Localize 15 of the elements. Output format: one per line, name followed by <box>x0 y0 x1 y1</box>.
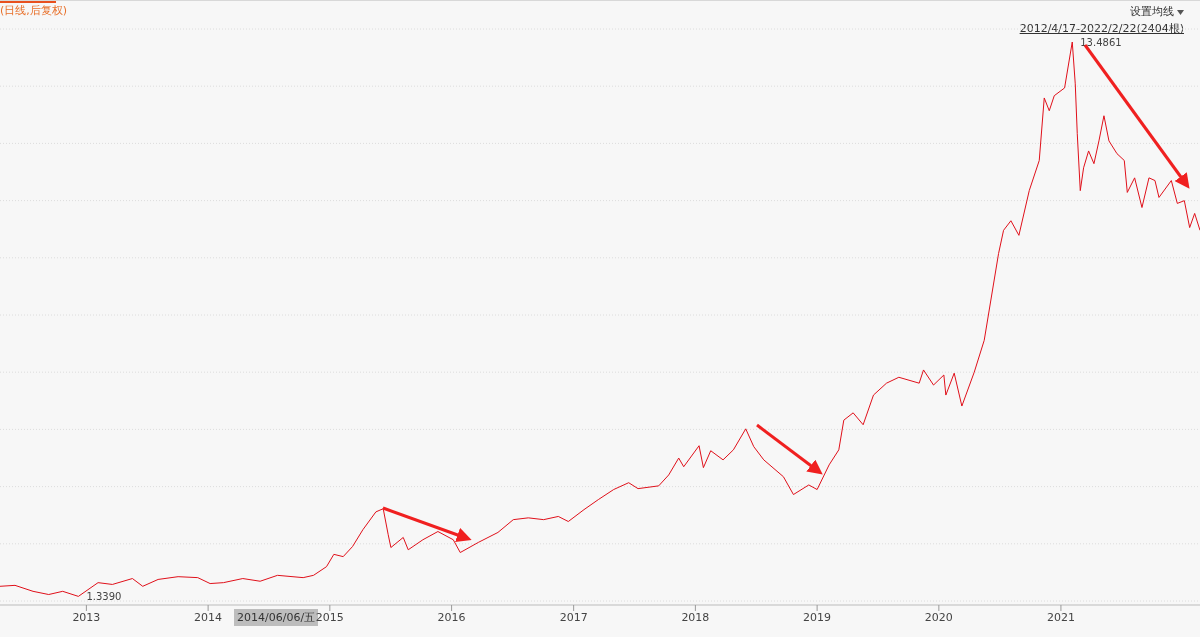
text: 2014/06/06/五 <box>237 611 316 624</box>
x-tick-label: 2020 <box>924 610 953 624</box>
x-tick-label: 2014 <box>194 610 223 624</box>
x-tick-label: 2017 <box>559 610 588 624</box>
text: 设置均线 <box>1128 4 1175 19</box>
chart-title: (日线,后复权) <box>0 3 68 18</box>
x-tick-label: 2019 <box>803 610 832 624</box>
annotation: 1.3390 <box>86 590 122 602</box>
x-tick-label: 2018 <box>681 610 710 624</box>
x-tick-label: 2016 <box>437 610 466 624</box>
chart-subtitle: 2012/4/17-2022/2/22(2404根) <box>1019 21 1184 36</box>
annotation: 13.4861 <box>1080 36 1122 48</box>
x-tick-label: 2013 <box>72 610 101 624</box>
x-tick-label: 2015 <box>315 610 344 624</box>
x-tick-label: 2021 <box>1046 610 1075 624</box>
